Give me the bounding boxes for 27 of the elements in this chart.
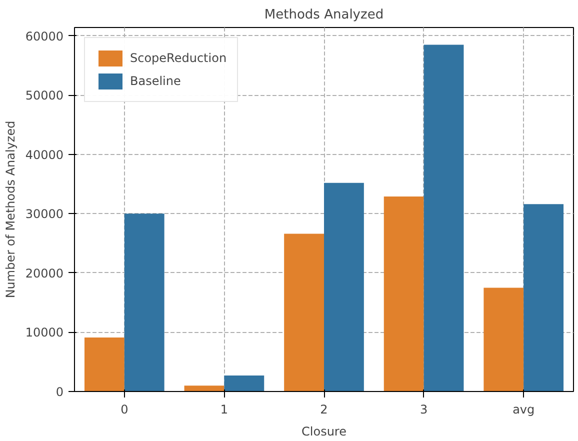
x-tick-label: 0	[120, 402, 128, 416]
bar	[124, 214, 164, 392]
y-tick-label: 40000	[25, 148, 64, 162]
y-tick-label: 60000	[25, 29, 64, 44]
bar	[284, 234, 324, 392]
legend-label: ScopeReduction	[130, 51, 227, 65]
x-tick-label: 1	[220, 402, 228, 416]
y-tick-label: 20000	[25, 266, 64, 280]
x-tick-label: avg	[512, 402, 535, 416]
bar	[424, 44, 464, 392]
bar	[184, 386, 224, 392]
y-tick-label: 50000	[25, 88, 64, 103]
x-tick-label: 3	[420, 402, 428, 416]
y-axis-title: Number of Methods Analyzed	[3, 120, 18, 298]
bar	[384, 196, 424, 392]
bar	[524, 204, 564, 392]
x-axis-title: Closure	[302, 424, 346, 438]
bar	[84, 338, 124, 392]
bar	[324, 182, 364, 392]
x-tick-label: 2	[320, 402, 328, 416]
chart-title: Methods Analyzed	[264, 8, 384, 22]
legend-label: Baseline	[130, 74, 181, 88]
bar	[484, 288, 524, 392]
y-tick-label: 10000	[25, 326, 64, 340]
bar	[224, 375, 264, 392]
y-tick-label: 30000	[25, 207, 64, 222]
y-tick-label: 0	[56, 385, 64, 399]
